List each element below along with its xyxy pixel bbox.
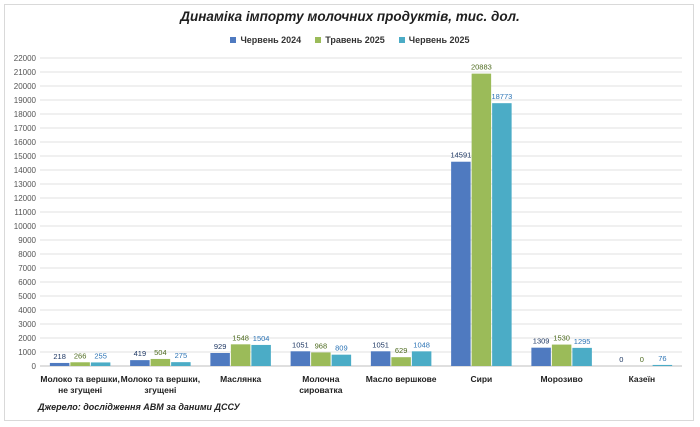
- x-category-label: згущені: [144, 385, 176, 395]
- y-tick-label: 10000: [14, 222, 37, 231]
- data-label: 0: [640, 355, 644, 364]
- data-label: 1504: [253, 334, 270, 343]
- data-label: 76: [658, 354, 666, 363]
- data-label: 218: [53, 352, 66, 361]
- data-label: 1530: [553, 334, 570, 343]
- source-note: Джерело: дослідження АВМ за даними ДССУ: [38, 402, 240, 412]
- legend-swatch-series-1: [230, 37, 237, 43]
- data-label: 1048: [413, 340, 430, 349]
- y-tick-label: 13000: [14, 180, 37, 189]
- bar: [210, 352, 230, 366]
- x-category-label: Казеїн: [629, 374, 656, 384]
- x-category-label: Масло вершкове: [366, 374, 437, 384]
- bar: [130, 360, 150, 366]
- x-category-label: Сири: [470, 374, 492, 384]
- data-label: 266: [74, 351, 87, 360]
- x-category-label: Молочна: [302, 374, 339, 384]
- data-label: 809: [335, 344, 348, 353]
- y-tick-label: 4000: [18, 306, 36, 315]
- bar: [49, 362, 70, 366]
- data-label: 1051: [292, 340, 309, 349]
- bar: [411, 351, 432, 366]
- y-tick-label: 1000: [18, 348, 36, 357]
- legend-item-series-2: Травень 2025: [315, 35, 385, 45]
- y-tick-label: 6000: [18, 278, 36, 287]
- chart-legend: Червень 2024 Травень 2025 Червень 2025: [0, 35, 700, 45]
- data-label: 419: [134, 349, 147, 358]
- data-label: 504: [154, 348, 167, 357]
- x-category-label: Молоко та вершки,: [121, 374, 200, 384]
- chart-title: Динаміка імпорту молочних продуктів, тис…: [180, 9, 520, 24]
- x-category-label: сироватка: [299, 385, 343, 395]
- y-tick-label: 2000: [18, 334, 36, 343]
- data-label: 20883: [471, 63, 492, 72]
- y-tick-label: 16000: [14, 138, 37, 147]
- y-tick-label: 8000: [18, 250, 36, 259]
- x-category-label: Молоко та вершки,: [40, 374, 119, 384]
- data-label: 1051: [372, 340, 389, 349]
- bar: [531, 347, 551, 366]
- y-tick-label: 18000: [14, 110, 37, 119]
- data-label: 1548: [232, 333, 249, 342]
- legend-label-series-3: Червень 2025: [408, 35, 470, 45]
- legend-label-series-2: Травень 2025: [325, 35, 385, 45]
- y-tick-label: 9000: [18, 236, 36, 245]
- y-tick-label: 21000: [14, 68, 37, 77]
- bar: [331, 354, 352, 366]
- x-category-label: Маслянка: [220, 374, 261, 384]
- y-tick-label: 12000: [14, 194, 37, 203]
- x-category-label: не згущені: [58, 385, 102, 395]
- bar: [652, 364, 673, 366]
- bar: [150, 358, 171, 366]
- bar: [251, 344, 271, 366]
- legend-label-series-1: Червень 2024: [240, 35, 302, 45]
- y-tick-label: 20000: [14, 82, 37, 91]
- data-label: 1309: [533, 337, 550, 346]
- y-tick-label: 3000: [18, 320, 36, 329]
- y-tick-label: 17000: [14, 124, 37, 133]
- data-label: 14591: [450, 151, 471, 160]
- y-tick-label: 7000: [18, 264, 36, 273]
- data-label: 629: [395, 346, 408, 355]
- y-tick-label: 14000: [14, 166, 37, 175]
- legend-swatch-series-3: [398, 37, 405, 43]
- x-category-label: Морозиво: [540, 374, 582, 384]
- y-tick-label: 0: [32, 362, 37, 371]
- bar: [451, 161, 471, 366]
- y-tick-label: 5000: [18, 292, 36, 301]
- data-label: 0: [619, 355, 623, 364]
- bar: [90, 362, 111, 366]
- data-label: 255: [94, 351, 107, 360]
- data-label: 968: [315, 341, 328, 350]
- bar: [492, 103, 512, 366]
- bar: [70, 362, 90, 366]
- y-tick-label: 19000: [14, 96, 37, 105]
- bar: [551, 344, 572, 366]
- bar: [391, 357, 411, 366]
- data-label: 1295: [574, 337, 591, 346]
- y-tick-label: 22000: [14, 54, 37, 63]
- legend-item-series-3: Червень 2025: [398, 35, 470, 45]
- bar: [290, 351, 311, 366]
- y-tick-label: 11000: [14, 208, 36, 217]
- bar: [471, 73, 492, 366]
- data-label: 275: [175, 351, 188, 360]
- bar: [311, 352, 331, 366]
- data-label: 18773: [491, 92, 512, 101]
- legend-item-series-1: Червень 2024: [230, 35, 301, 45]
- bar: [572, 347, 592, 366]
- bar: [171, 362, 191, 366]
- bar: [230, 344, 251, 366]
- y-tick-label: 15000: [14, 152, 37, 161]
- legend-swatch-series-2: [315, 37, 322, 43]
- bar: [370, 351, 391, 366]
- data-label: 929: [214, 342, 227, 351]
